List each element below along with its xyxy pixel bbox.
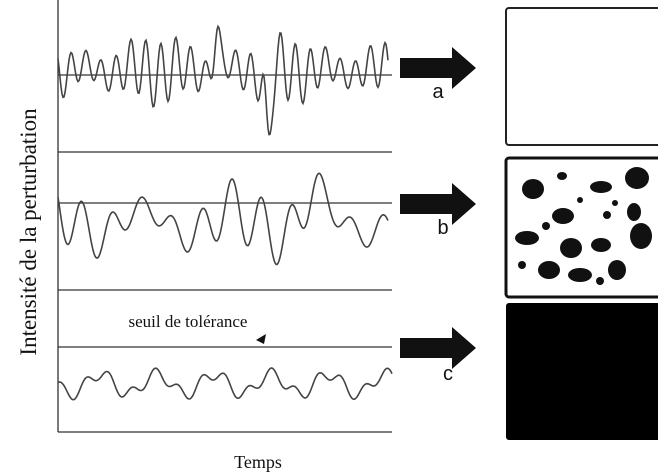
panel-label: c [443,363,453,385]
disturbance-curve [57,172,389,266]
panel-label: b [437,217,448,239]
arrows [400,47,476,369]
state-box-filled [506,303,658,440]
threshold-label: seuil de tolérance [129,312,248,331]
pointer [256,334,266,344]
y-axis-label: Intensité de la perturbation [16,108,41,356]
panel-label: a [432,81,444,103]
disturbance-curve [57,367,393,401]
holes [515,167,652,285]
state-box [505,7,658,146]
x-axis-label: Temps [234,452,282,472]
disturbance-curve [57,24,389,136]
